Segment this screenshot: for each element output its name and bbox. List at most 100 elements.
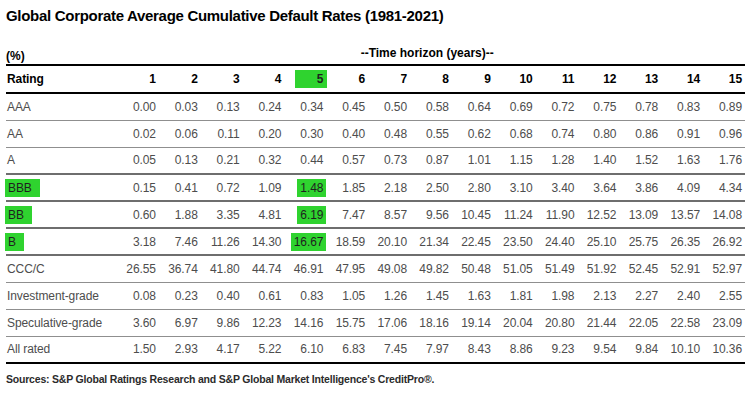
value-cell: 0.32: [243, 147, 285, 174]
highlighted-year-header: 5: [295, 70, 328, 88]
value-cell: 1.15: [494, 147, 536, 174]
value-cell: 19.14: [452, 309, 494, 336]
value-cell: 21.44: [577, 309, 619, 336]
value-cell: 0.80: [577, 120, 619, 147]
rating-cell: AA: [6, 120, 117, 147]
value-cell: 4.09: [661, 174, 703, 201]
value-cell: 1.45: [410, 282, 452, 309]
value-cell: 4.34: [703, 174, 745, 201]
value-cell: 18.16: [410, 309, 452, 336]
value-cell: 4.17: [201, 336, 243, 363]
value-cell: 21.34: [410, 228, 452, 255]
value-cell: 1.85: [326, 174, 368, 201]
value-cell: 0.13: [159, 147, 201, 174]
time-horizon-label: --Time horizon (years)--: [361, 46, 494, 60]
value-cell: 51.92: [577, 255, 619, 282]
value-cell: 50.48: [452, 255, 494, 282]
highlighted-value: 16.67: [291, 233, 327, 251]
table-row: AAA0.000.030.130.240.340.450.500.580.640…: [6, 93, 745, 120]
value-cell: 20.80: [536, 309, 578, 336]
value-cell: 9.54: [577, 336, 619, 363]
value-cell: 0.83: [661, 93, 703, 120]
sources-note: Sources: S&P Global Ratings Research and…: [6, 373, 745, 385]
value-cell: 15.75: [326, 309, 368, 336]
value-cell: 0.24: [243, 93, 285, 120]
value-cell: 9.23: [536, 336, 578, 363]
value-cell: 1.48: [284, 174, 326, 201]
value-cell: 14.08: [703, 201, 745, 228]
value-cell: 25.75: [619, 228, 661, 255]
table-header-band: (%) --Time horizon (years)--: [6, 46, 745, 66]
value-cell: 0.62: [452, 120, 494, 147]
value-cell: 1.09: [243, 174, 285, 201]
value-cell: 3.40: [536, 174, 578, 201]
highlighted-value: 6.19: [297, 206, 326, 224]
value-cell: 10.10: [661, 336, 703, 363]
value-cell: 49.08: [368, 255, 410, 282]
table-row: AA0.020.060.110.200.300.400.480.550.620.…: [6, 120, 745, 147]
year-header-cell: 12: [577, 66, 619, 93]
value-cell: 1.81: [494, 282, 536, 309]
value-cell: 22.05: [619, 309, 661, 336]
value-cell: 0.40: [326, 120, 368, 147]
rating-cell: Speculative-grade: [6, 309, 117, 336]
unit-label: (%): [6, 49, 25, 63]
value-cell: 2.55: [703, 282, 745, 309]
value-cell: 1.28: [536, 147, 578, 174]
year-header-cell: 15: [703, 66, 745, 93]
value-cell: 1.05: [326, 282, 368, 309]
value-cell: 12.23: [243, 309, 285, 336]
value-cell: 22.58: [661, 309, 703, 336]
value-cell: 20.04: [494, 309, 536, 336]
value-cell: 0.58: [410, 93, 452, 120]
value-cell: 20.10: [368, 228, 410, 255]
rating-cell: Investment-grade: [6, 282, 117, 309]
table-row: Investment-grade0.080.230.400.610.831.05…: [6, 282, 745, 309]
table-row: BBB0.150.410.721.091.481.852.182.502.803…: [6, 174, 745, 201]
year-header-cell: 13: [619, 66, 661, 93]
value-cell: 0.55: [410, 120, 452, 147]
value-cell: 0.74: [536, 120, 578, 147]
value-cell: 1.88: [159, 201, 201, 228]
value-cell: 0.05: [117, 147, 159, 174]
value-cell: 0.78: [619, 93, 661, 120]
value-cell: 23.09: [703, 309, 745, 336]
value-cell: 9.56: [410, 201, 452, 228]
value-cell: 1.01: [452, 147, 494, 174]
value-cell: 3.86: [619, 174, 661, 201]
value-cell: 0.68: [494, 120, 536, 147]
report-page: Global Corporate Average Cumulative Defa…: [0, 0, 752, 385]
value-cell: 0.45: [326, 93, 368, 120]
year-header-cell: 9: [452, 66, 494, 93]
year-header-cell: 10: [494, 66, 536, 93]
value-cell: 0.72: [201, 174, 243, 201]
table-row: BB0.601.883.354.816.197.478.579.5610.451…: [6, 201, 745, 228]
value-cell: 7.45: [368, 336, 410, 363]
value-cell: 14.16: [284, 309, 326, 336]
value-cell: 0.30: [284, 120, 326, 147]
value-cell: 47.95: [326, 255, 368, 282]
value-cell: 44.74: [243, 255, 285, 282]
value-cell: 12.52: [577, 201, 619, 228]
value-cell: 1.98: [536, 282, 578, 309]
highlighted-rating-label: BBB: [5, 179, 40, 197]
value-cell: 2.93: [159, 336, 201, 363]
year-header-cell: 2: [159, 66, 201, 93]
value-cell: 3.10: [494, 174, 536, 201]
year-header-cell: 3: [201, 66, 243, 93]
year-header-cell: 7: [368, 66, 410, 93]
value-cell: 1.76: [703, 147, 745, 174]
value-cell: 3.60: [117, 309, 159, 336]
value-cell: 0.02: [117, 120, 159, 147]
value-cell: 0.64: [452, 93, 494, 120]
value-cell: 3.64: [577, 174, 619, 201]
value-cell: 1.63: [661, 147, 703, 174]
rating-cell: All rated: [6, 336, 117, 363]
table-header-row: Rating 123456789101112131415: [6, 66, 745, 93]
table-row: CCC/C26.5536.7441.8044.7446.9147.9549.08…: [6, 255, 745, 282]
value-cell: 0.03: [159, 93, 201, 120]
value-cell: 51.05: [494, 255, 536, 282]
year-header-cell: 14: [661, 66, 703, 93]
value-cell: 0.91: [661, 120, 703, 147]
value-cell: 0.86: [619, 120, 661, 147]
